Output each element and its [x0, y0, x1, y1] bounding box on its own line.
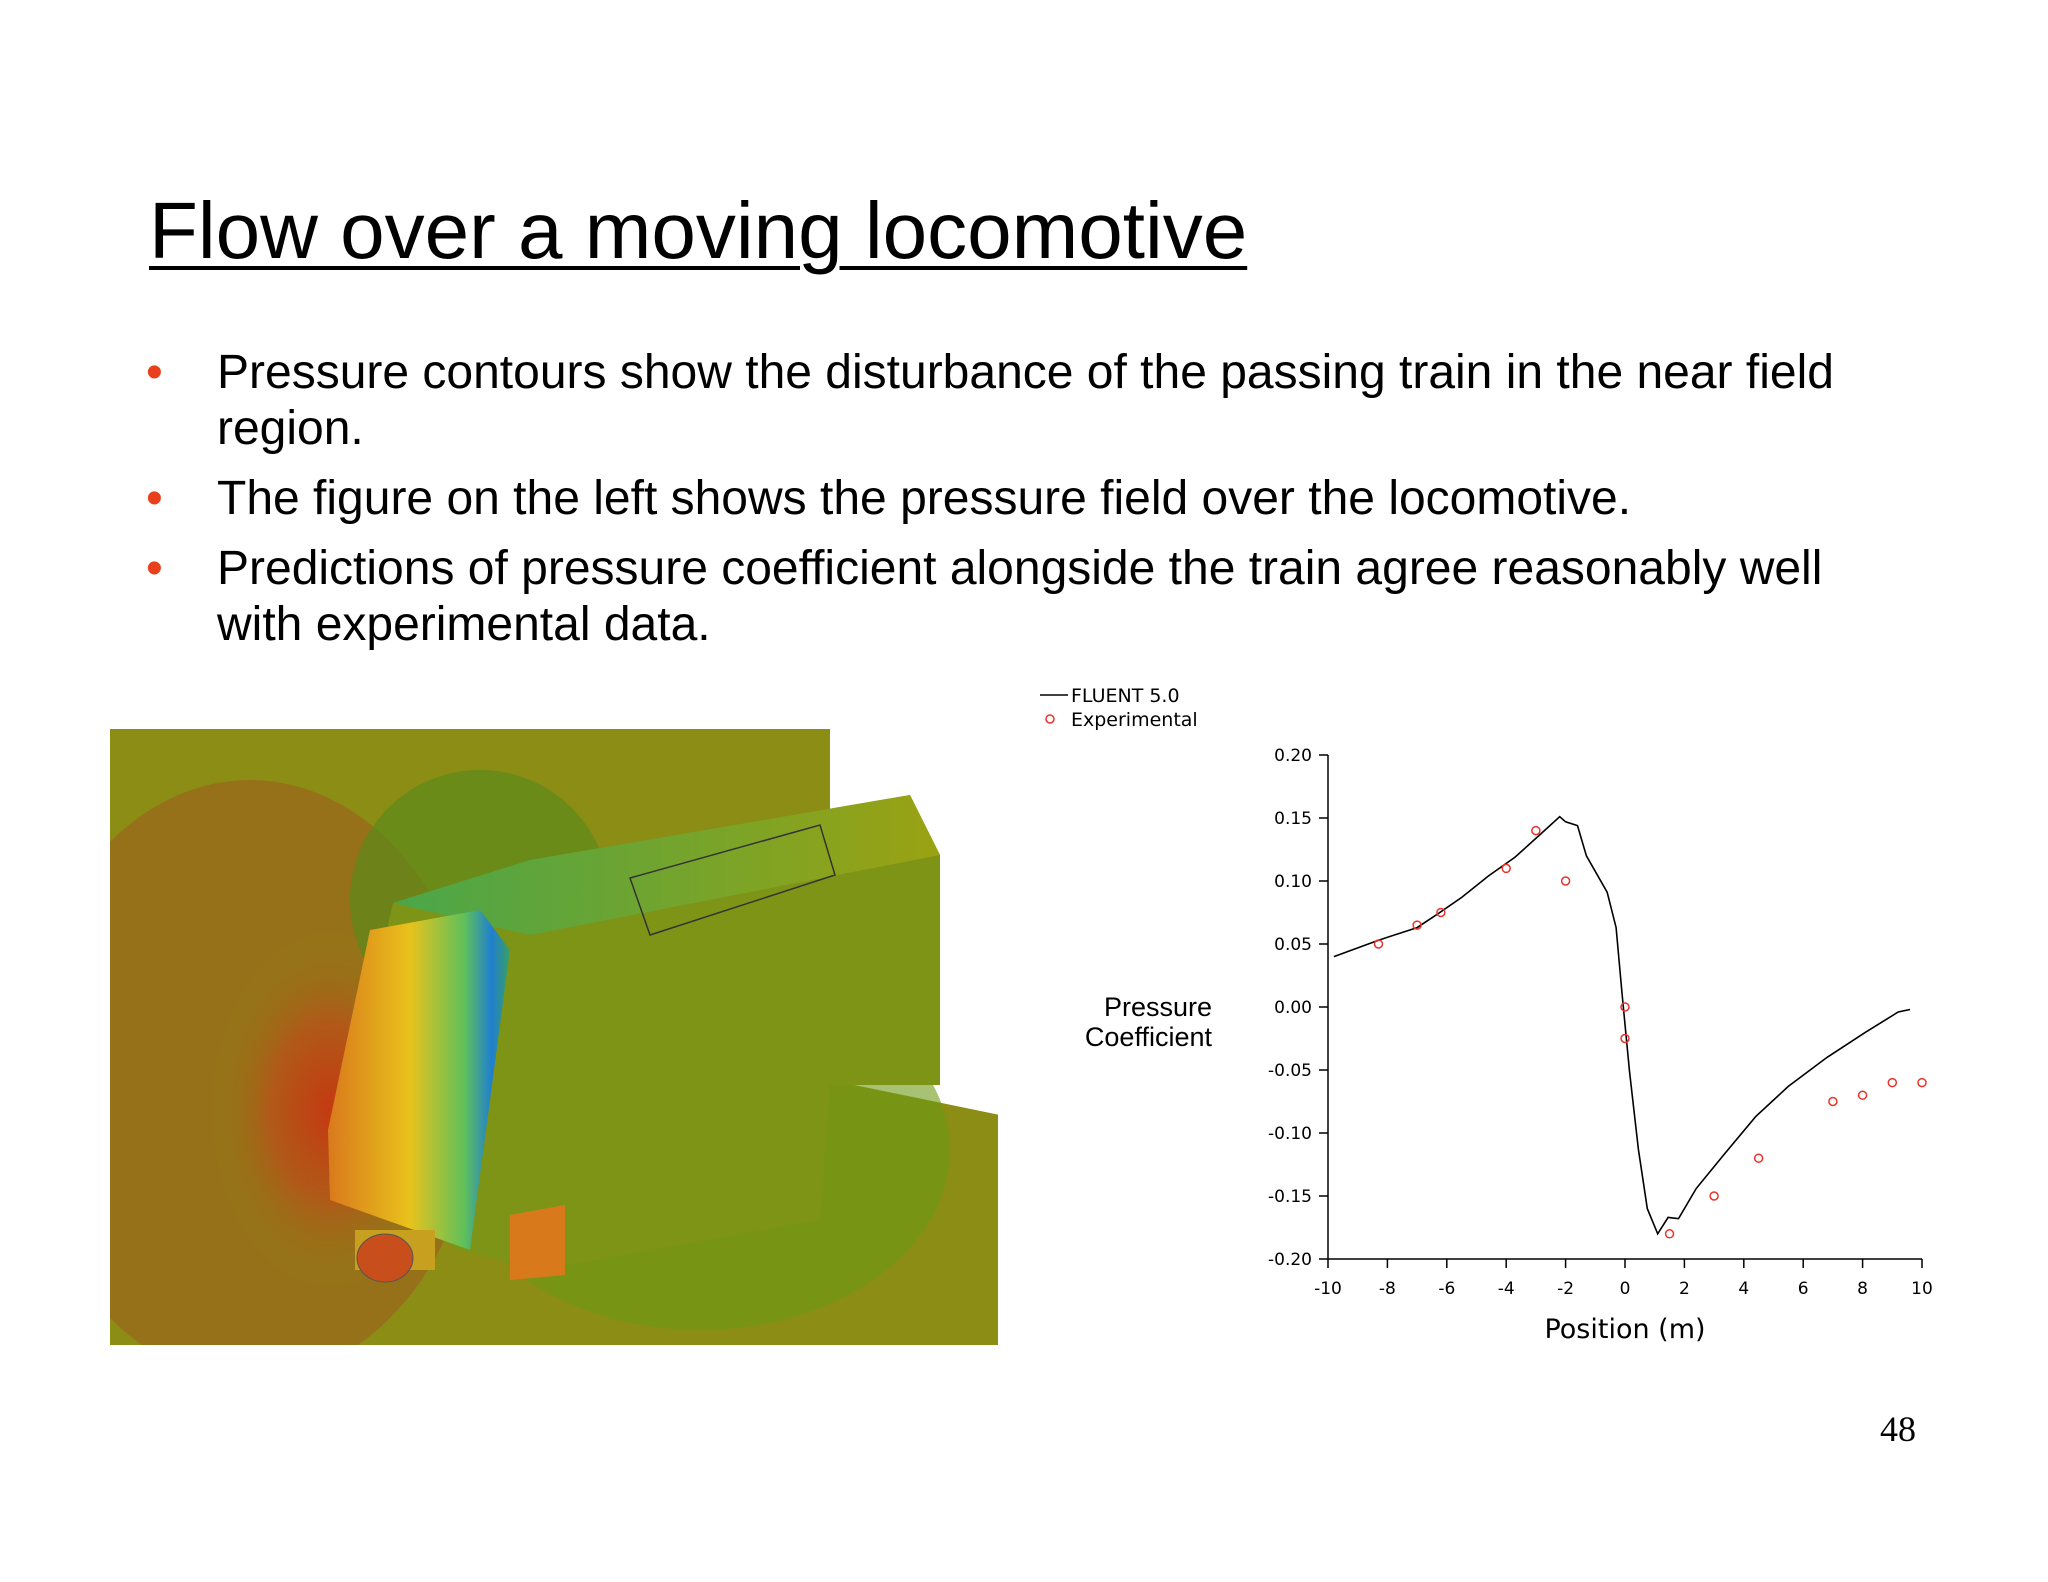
data-point: [1709, 1191, 1719, 1201]
y-tick-label: 0.00: [1274, 998, 1312, 1018]
x-tick-label: -8: [1379, 1279, 1396, 1299]
data-point: [1412, 920, 1422, 930]
y-tick-label: 0.10: [1274, 872, 1312, 892]
x-tick-label: -6: [1438, 1279, 1455, 1299]
x-tick-label: 6: [1798, 1279, 1809, 1299]
x-axis-label: Position (m): [1544, 1314, 1705, 1345]
data-point: [1501, 863, 1511, 874]
data-point: [1560, 876, 1571, 886]
bullet: Predictions of pressure coefficient alon…: [140, 541, 1900, 653]
x-tick-label: 10: [1911, 1279, 1933, 1299]
data-point: [1828, 1096, 1838, 1107]
data-point: [1436, 907, 1446, 918]
y-tick-label: -0.05: [1268, 1061, 1312, 1081]
data-line: [1333, 815, 1911, 1236]
x-tick-label: 0: [1620, 1279, 1631, 1299]
y-tick-label: 0.05: [1274, 935, 1312, 955]
bullet-list: Pressure contours show the disturbance o…: [140, 345, 1900, 667]
pressure-contour-image: [110, 729, 998, 1345]
slide-title: Flow over a moving locomotive: [149, 186, 1248, 275]
x-tick-label: -10: [1314, 1279, 1342, 1299]
data-point: [1917, 1077, 1927, 1088]
legend-label: FLUENT 5.0: [1071, 685, 1180, 707]
x-tick-label: -4: [1498, 1279, 1515, 1299]
data-point: [1887, 1077, 1898, 1088]
y-tick-label: -0.10: [1268, 1124, 1312, 1144]
x-tick-label: 2: [1679, 1279, 1690, 1299]
y-tick-label: -0.15: [1268, 1187, 1312, 1207]
bullet: Pressure contours show the disturbance o…: [140, 345, 1900, 457]
data-point: [1857, 1090, 1868, 1100]
data-point: [1664, 1229, 1675, 1239]
data-point: [1373, 939, 1384, 949]
data-point: [1620, 1033, 1630, 1044]
bullet: The figure on the left shows the pressur…: [140, 471, 1900, 527]
data-point: [1531, 825, 1541, 836]
x-tick-label: 4: [1738, 1279, 1749, 1299]
y-tick-label: 0.15: [1274, 809, 1312, 829]
page-number: 48: [1880, 1409, 1916, 1449]
legend-label: Experimental: [1071, 709, 1198, 731]
x-tick-label: -2: [1557, 1279, 1574, 1299]
data-point: [1753, 1153, 1764, 1163]
y-axis-label: Pressure Coefficient: [1084, 992, 1212, 1052]
y-tick-label: -0.20: [1268, 1250, 1312, 1270]
x-tick-label: 8: [1857, 1279, 1868, 1299]
legend-marker: [1045, 714, 1055, 724]
data-point: [1620, 1002, 1630, 1012]
y-tick-label: 0.20: [1274, 746, 1312, 766]
